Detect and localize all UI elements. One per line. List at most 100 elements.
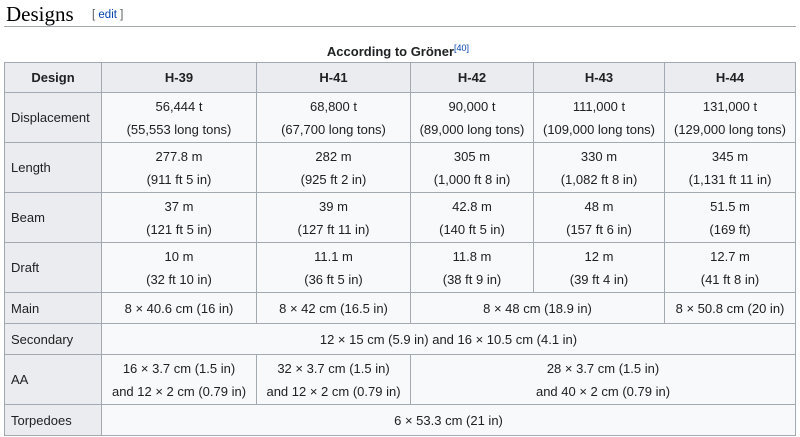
row-label-displacement: Displacement xyxy=(4,92,102,143)
cell-line: 56,444 t xyxy=(155,98,203,114)
cell-length-h39: 277.8 m (911 ft 5 in) xyxy=(101,142,257,193)
cell-line: 12 m xyxy=(584,248,614,264)
table-row-beam: Beam 37 m (121 ft 5 in) 39 m (127 ft 11 in… xyxy=(4,192,796,243)
cell-line: (89,000 long tons) xyxy=(419,121,525,137)
cell-displacement-h39: 56,444 t (55,553 long tons) xyxy=(101,92,257,143)
cell-main-h42-h43: 8 × 48 cm (18.9 in) xyxy=(410,292,665,324)
cell-main-h44: 8 × 50.8 cm (20 in) xyxy=(664,292,796,324)
edit-section: [ edit ] xyxy=(92,8,123,22)
cell-main-h41: 8 × 42 cm (16.5 in) xyxy=(256,292,411,324)
col-header-h39: H-39 xyxy=(101,62,257,93)
table-header-row: Design H-39 H-41 H-42 H-43 H-44 xyxy=(4,62,796,93)
cell-line: (32 ft 10 in) xyxy=(146,271,212,287)
cell-line: 11.8 m xyxy=(452,248,492,264)
table-row-torpedoes: Torpedoes 6 × 53.3 cm (21 in) xyxy=(4,404,796,436)
cell-length-h43: 330 m (1,082 ft 8 in) xyxy=(533,142,665,193)
cell-line: 68,800 t xyxy=(310,98,357,114)
table-row-length: Length 277.8 m (911 ft 5 in) 282 m (925 ft… xyxy=(4,142,796,193)
cell-line: (36 ft 5 in) xyxy=(304,271,363,287)
cell-line: 37 m xyxy=(164,198,194,214)
cell-line: (1,000 ft 8 in) xyxy=(433,171,511,187)
cell-length-h44: 345 m (1,131 ft 11 in) xyxy=(664,142,796,193)
cell-draft-h44: 12.7 m (41 ft 8 in) xyxy=(664,242,796,293)
col-header-h43: H-43 xyxy=(533,62,665,93)
cell-draft-h42: 11.8 m (38 ft 9 in) xyxy=(410,242,534,293)
cell-line: 48 m xyxy=(584,198,614,214)
cell-line: 277.8 m xyxy=(155,148,203,164)
row-label-torpedoes: Torpedoes xyxy=(4,404,102,436)
designs-table: Design H-39 H-41 H-42 H-43 H-44 Displace… xyxy=(4,62,796,436)
cell-line: 16 × 3.7 cm (1.5 in) xyxy=(122,360,236,376)
cell-torpedoes-all: 6 × 53.3 cm (21 in) xyxy=(101,404,796,436)
row-label-draft: Draft xyxy=(4,242,102,293)
cell-aa-h41: 32 × 3.7 cm (1.5 in) and 12 × 2 cm (0.79 … xyxy=(256,354,411,405)
section-title: Designs xyxy=(6,2,74,26)
cell-line: 90,000 t xyxy=(448,98,496,114)
cell-line: 330 m xyxy=(580,148,618,164)
edit-link[interactable]: edit xyxy=(98,9,117,21)
table-row-secondary: Secondary 12 × 15 cm (5.9 in) and 16 × 1… xyxy=(4,323,796,355)
col-header-design: Design xyxy=(4,62,102,93)
cell-line: 111,000 t xyxy=(572,98,626,114)
cell-line: (925 ft 2 in) xyxy=(300,171,367,187)
cell-line: 12.7 m xyxy=(710,248,750,264)
table-row-draft: Draft 10 m (32 ft 10 in) 11.1 m (36 ft 5 i… xyxy=(4,242,796,293)
cell-line: 282 m xyxy=(315,148,352,164)
cell-line: (169 ft) xyxy=(709,221,751,237)
cell-draft-h41: 11.1 m (36 ft 5 in) xyxy=(256,242,411,293)
cell-beam-h43: 48 m (157 ft 6 in) xyxy=(533,192,665,243)
cell-line: 10 m xyxy=(164,248,194,264)
cell-line: 28 × 3.7 cm (1.5 in) xyxy=(546,360,660,376)
cell-line: (67,700 long tons) xyxy=(281,121,386,137)
edit-bracket-close: ] xyxy=(120,9,124,21)
cell-main-h39: 8 × 40.6 cm (16 in) xyxy=(101,292,257,324)
caption-text: According to Gröner xyxy=(326,44,455,59)
cell-line: (129,000 long tons) xyxy=(673,121,787,137)
cell-line: (41 ft 8 in) xyxy=(700,271,760,287)
cell-draft-h39: 10 m (32 ft 10 in) xyxy=(101,242,257,293)
cell-aa-h42-h44: 28 × 3.7 cm (1.5 in) and 40 × 2 cm (0.79 … xyxy=(410,354,796,405)
col-header-h41: H-41 xyxy=(256,62,411,93)
col-header-h44: H-44 xyxy=(664,62,796,93)
cell-length-h41: 282 m (925 ft 2 in) xyxy=(256,142,411,193)
cell-draft-h43: 12 m (39 ft 4 in) xyxy=(533,242,665,293)
cell-line: 51.5 m xyxy=(710,198,750,214)
cell-length-h42: 305 m (1,000 ft 8 in) xyxy=(410,142,534,193)
cell-line: (109,000 long tons) xyxy=(542,121,656,137)
cell-beam-h44: 51.5 m (169 ft) xyxy=(664,192,796,243)
row-label-aa: AA xyxy=(4,354,102,405)
row-label-main: Main xyxy=(4,292,102,324)
edit-bracket-open: [ xyxy=(92,9,96,21)
cell-beam-h42: 42.8 m (140 ft 5 in) xyxy=(410,192,534,243)
table-row-displacement: Displacement 56,444 t (55,553 long tons) … xyxy=(4,92,796,143)
cell-line: and 40 × 2 cm (0.79 in) xyxy=(535,383,671,399)
cell-line: 131,000 t xyxy=(702,98,758,114)
section-header: Designs [ edit ] xyxy=(4,0,796,27)
cell-line: and 12 × 2 cm (0.79 in) xyxy=(266,383,401,399)
cell-aa-h39: 16 × 3.7 cm (1.5 in) and 12 × 2 cm (0.79 … xyxy=(101,354,257,405)
col-header-h42: H-42 xyxy=(410,62,534,93)
cell-line: 39 m xyxy=(319,198,348,214)
citation-link[interactable]: [40] xyxy=(454,43,470,53)
cell-displacement-h44: 131,000 t (129,000 long tons) xyxy=(664,92,796,143)
cell-displacement-h43: 111,000 t (109,000 long tons) xyxy=(533,92,665,143)
cell-line: (39 ft 4 in) xyxy=(569,271,629,287)
cell-line: (127 ft 11 in) xyxy=(297,221,370,237)
table-caption: According to Gröner[40] xyxy=(6,40,790,60)
cell-line: 42.8 m xyxy=(452,198,492,214)
cell-line: (1,131 ft 11 in) xyxy=(688,171,772,187)
cell-line: (1,082 ft 8 in) xyxy=(560,171,638,187)
cell-line: 345 m xyxy=(711,148,749,164)
cell-secondary-all: 12 × 15 cm (5.9 in) and 16 × 10.5 cm (4.… xyxy=(101,323,796,355)
cell-line: 305 m xyxy=(453,148,491,164)
cell-displacement-h42: 90,000 t (89,000 long tons) xyxy=(410,92,534,143)
table-row-aa: AA 16 × 3.7 cm (1.5 in) and 12 × 2 cm (0.… xyxy=(4,354,796,405)
table-row-main: Main 8 × 40.6 cm (16 in) 8 × 42 cm (16.5… xyxy=(4,292,796,324)
cell-line: (121 ft 5 in) xyxy=(146,221,212,237)
cell-displacement-h41: 68,800 t (67,700 long tons) xyxy=(256,92,411,143)
cell-line: and 12 × 2 cm (0.79 in) xyxy=(111,383,247,399)
cell-line: (911 ft 5 in) xyxy=(146,171,212,187)
cell-line: (38 ft 9 in) xyxy=(442,271,502,287)
cell-line: (140 ft 5 in) xyxy=(439,221,505,237)
cell-line: 11.1 m xyxy=(314,248,353,264)
